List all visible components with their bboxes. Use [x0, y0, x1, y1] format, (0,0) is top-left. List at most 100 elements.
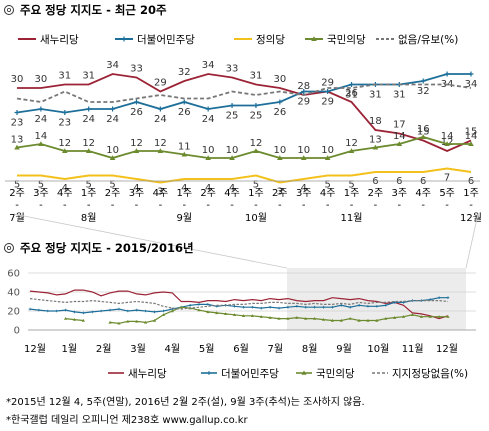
data-point [444, 71, 450, 77]
data-label: 6 [468, 176, 474, 187]
footnote-2: *한국갤럽 데일리 오피니언 제238호 www.gallup.co.kr [6, 414, 249, 426]
x-tick-month: 7월 [9, 212, 25, 224]
data-label: 11 [178, 142, 191, 153]
data-label: 32 [417, 86, 430, 97]
data-label: 5 [85, 180, 91, 191]
data-label: 12 [154, 138, 167, 149]
data-label: 14 [393, 131, 406, 142]
x-tick-week: 2주 [272, 188, 288, 199]
x-tick-month: 12월 [436, 343, 458, 355]
data-label: 26 [130, 107, 143, 118]
series-line [29, 297, 448, 314]
x-tick-dash: - [111, 200, 115, 211]
data-label: 13 [11, 135, 24, 146]
legend-item: 국민의당 [305, 34, 366, 46]
data-point [253, 103, 259, 108]
data-label: 33 [226, 64, 239, 75]
legend-marker [301, 370, 307, 375]
data-point [110, 106, 116, 112]
x-tick-dash: - [398, 200, 402, 211]
data-label: 12 [345, 138, 358, 149]
data-label: 24 [82, 114, 95, 125]
x-tick-week: 4주 [415, 188, 431, 199]
data-point [229, 103, 235, 108]
data-label: 4 [205, 183, 211, 194]
legend-item: 없음/유보(%) [376, 33, 458, 46]
legend-item: 더불어민주당 [201, 368, 279, 380]
data-label: 31 [393, 90, 406, 101]
data-label: 31 [82, 71, 95, 82]
data-label: 10 [297, 145, 310, 156]
x-tick-dash: - [302, 200, 306, 211]
data-point [109, 155, 116, 160]
data-label: 10 [106, 145, 119, 156]
x-tick-dash: - [135, 200, 139, 211]
data-point [325, 89, 331, 94]
data-label: 34 [202, 60, 215, 71]
data-label: 24 [106, 114, 119, 125]
legend-label: 새누리당 [40, 34, 79, 46]
legend-item: 새누리당 [18, 34, 79, 46]
data-label: 30 [273, 74, 286, 85]
data-point [86, 106, 92, 112]
data-label: 29 [154, 78, 167, 89]
legend-item: 정의당 [234, 34, 285, 46]
data-label: 10 [226, 145, 239, 156]
x-tick-dash: - [230, 200, 234, 211]
series-2: 5 5 4 5 5 4 3 4 4 4 5 3 4 5 5 6 6 6 7 6 [14, 167, 474, 198]
data-label: 33 [130, 64, 143, 75]
data-label: 5 [348, 180, 354, 191]
x-tick-week: 2주 [105, 188, 121, 199]
legend-label: 더불어민주당 [137, 34, 195, 46]
chart2-x-axis: 12월 1월 2월 3월 4월 5월 6월 7월 8월 9월 10월 11월 12월 [24, 343, 458, 355]
x-tick-month: 8월 [81, 212, 97, 224]
data-label: 4 [229, 183, 235, 194]
data-label: 31 [250, 71, 263, 82]
data-point [277, 99, 283, 105]
data-label: 14 [441, 131, 454, 142]
data-point [181, 151, 188, 157]
chart2-plot [28, 289, 450, 325]
data-label: 25 [250, 111, 263, 122]
copyright-icon [4, 5, 14, 15]
x-tick-month: 11월 [402, 343, 424, 355]
x-tick-week: 5주 [439, 188, 455, 199]
legend-label: 국민의당 [316, 368, 355, 380]
data-point [277, 155, 283, 160]
data-label: 3 [277, 187, 283, 198]
data-point [14, 110, 20, 115]
data-label: 31 [345, 90, 358, 101]
legend-label: 지지정당없음(%) [392, 367, 468, 380]
data-label: 28 [297, 81, 310, 92]
data-point [444, 141, 450, 146]
footnote-1: *2015년 12월 4, 5주(연말), 2016년 2월 2주(설), 9월… [6, 395, 365, 408]
data-label: 6 [396, 176, 402, 187]
data-label: 10 [202, 145, 215, 156]
data-label: 13 [369, 135, 382, 146]
data-label: 24 [154, 114, 167, 125]
data-point [229, 155, 235, 160]
data-label: 12 [130, 138, 143, 149]
data-label: 29 [321, 97, 334, 108]
data-point [468, 141, 474, 146]
chart1-legend: 새누리당 더불어민주당 정의당 국민의당 없음/유보(%) [18, 33, 458, 46]
chart2-legend: 새누리당 더불어민주당 국민의당 지지정당없음(%) [108, 367, 468, 380]
chart1-title: 주요 정당 지지도 - 최근 20주 [20, 3, 167, 17]
x-tick-dash: - [206, 200, 210, 211]
data-label: 7 [444, 173, 450, 184]
x-tick-month: 2월 [96, 343, 112, 355]
data-label: 10 [321, 145, 334, 156]
data-label: 12 [250, 138, 263, 149]
x-tick-month: 12월 [460, 212, 482, 224]
data-point [62, 110, 68, 115]
x-tick-dash: - [63, 200, 67, 211]
series-line [17, 167, 472, 184]
data-label: 4 [301, 183, 307, 194]
data-label: 5 [14, 180, 20, 191]
data-label: 29 [297, 97, 310, 108]
x-tick-month: 7월 [268, 343, 284, 355]
legend-label: 새누리당 [128, 368, 167, 380]
data-label: 15 [417, 127, 430, 138]
y-tick-label: 0 [14, 326, 20, 337]
